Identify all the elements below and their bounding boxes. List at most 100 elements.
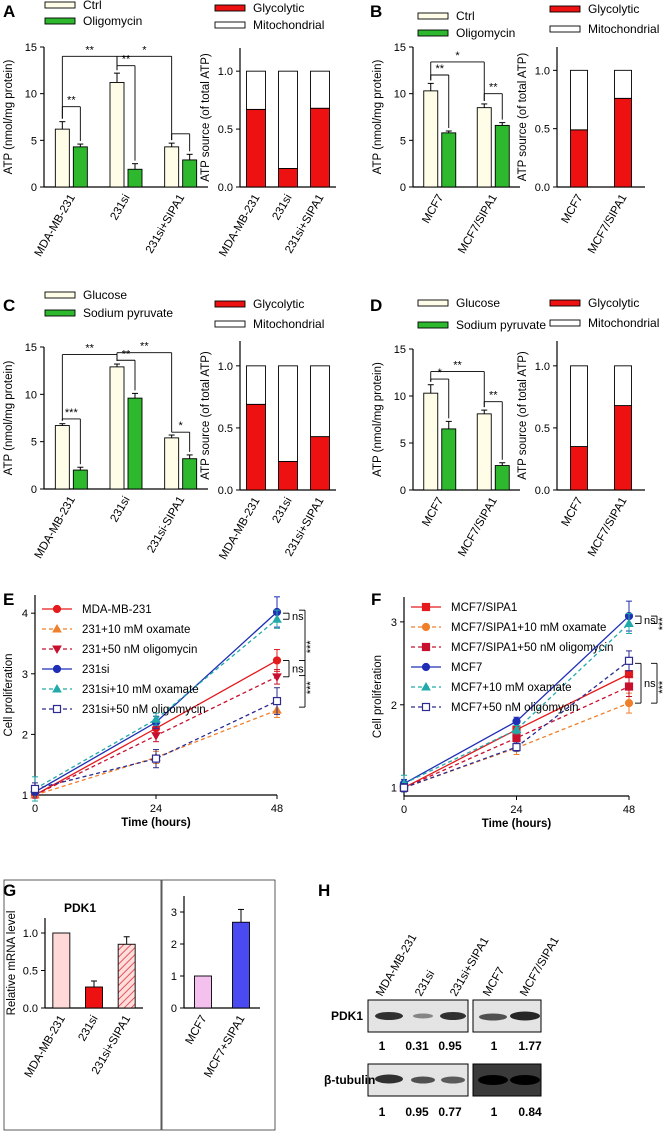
sig-label: ***	[657, 617, 669, 631]
category-label: MDA-MB-231	[23, 1014, 68, 1080]
panel-label: C	[3, 296, 15, 315]
bar-glycolytic	[310, 436, 330, 491]
series-line	[403, 623, 630, 785]
data-point	[151, 754, 161, 763]
legend-label: Sodium pyruvate	[456, 318, 546, 332]
data-point	[30, 784, 40, 794]
y-tick-label: 10	[25, 389, 37, 401]
data-point	[52, 683, 62, 693]
y-tick-label: 2	[171, 939, 177, 951]
category-label: MDA-MB-231	[33, 495, 78, 561]
band	[413, 1013, 433, 1019]
y-tick-label: 0.0	[535, 182, 550, 194]
bar	[117, 943, 136, 1009]
bar	[423, 90, 439, 188]
y-tick-label: 1.0	[535, 361, 550, 373]
category-label: MDA-MB-231	[217, 496, 262, 562]
category-label: 231si	[270, 193, 294, 223]
legend-label: Mitochondrial	[588, 316, 659, 330]
bar	[182, 458, 198, 490]
sig-label: *	[142, 44, 147, 56]
category-label: MCF7	[560, 496, 586, 529]
chart-title: PDK1	[64, 901, 96, 915]
x-tick-label: 24	[150, 803, 162, 815]
band	[478, 1075, 508, 1085]
y-tick-label: 0.5	[535, 423, 550, 435]
legend-label: MCF7/SIPA1+10 mM oxamate	[451, 622, 606, 634]
sig-label: *	[455, 50, 460, 62]
lane-label: 231si	[413, 969, 437, 999]
legend-label: Glycolytic	[588, 296, 639, 310]
panel-label: B	[370, 2, 382, 21]
legend-swatch	[214, 320, 246, 328]
sig-label: **	[489, 390, 498, 402]
bar-mitochondrial	[246, 365, 266, 405]
bar	[476, 107, 492, 188]
x-axis-label: Time (hours)	[121, 817, 191, 829]
lane-label: MCF7	[481, 965, 507, 998]
row-label: β-tubulin	[324, 1073, 375, 1087]
data-point	[512, 742, 521, 752]
y-tick-label: 1.0	[23, 928, 38, 940]
bar	[72, 146, 88, 188]
y-tick-label: 3	[391, 617, 397, 629]
band-value: 1.77	[518, 1039, 542, 1053]
bar	[109, 82, 125, 188]
panel-label: H	[318, 881, 330, 900]
legend-label: MCF7	[451, 662, 482, 674]
category-label: MCF7/SIPA1	[456, 193, 500, 256]
legend-label: MCF7/SIPA1+50 nM oligomycin	[451, 642, 613, 654]
y-tick-label: 15	[25, 342, 37, 354]
y-tick-label: 0.5	[218, 124, 233, 136]
y-tick-label: 1.0	[218, 66, 233, 78]
category-label: 231si	[108, 193, 132, 223]
y-tick-label: 0.0	[218, 485, 233, 497]
y-tick-label: 3	[22, 669, 28, 681]
legend-label: MCF7+10 mM oxamate	[451, 682, 571, 694]
bar-glycolytic	[246, 108, 266, 188]
data-point	[399, 783, 409, 792]
bar-mitochondrial	[570, 365, 588, 447]
bar	[54, 425, 70, 490]
data-point	[272, 696, 282, 706]
legend-swatch	[44, 1, 76, 9]
band	[375, 1074, 403, 1084]
legend-label: MCF7+50 nM oligomycin	[451, 702, 579, 714]
band-value: 0.95	[405, 1105, 429, 1119]
legend-label: Glycolytic	[253, 297, 304, 311]
y-tick-label: 15	[394, 42, 406, 54]
y-tick-label: 15	[25, 42, 37, 54]
y-tick-label: 1.0	[535, 65, 550, 77]
sig-label: **	[140, 341, 149, 353]
legend-label: Oligomycin	[456, 26, 515, 40]
y-tick-label: 0.0	[535, 485, 550, 497]
series-line	[403, 685, 630, 789]
x-axis-label: Time (hours)	[482, 818, 552, 830]
y-tick-label: 5	[400, 438, 406, 450]
sig-label: ns	[644, 615, 656, 627]
category-label: MDA-MB-231	[217, 193, 262, 259]
y-tick-label: 0	[400, 182, 406, 194]
sig-label: ***	[65, 407, 79, 419]
y-tick-label: 2	[391, 700, 397, 712]
sig-label: **	[122, 54, 131, 66]
data-point	[52, 645, 62, 655]
bar	[476, 413, 492, 491]
bar-mitochondrial	[310, 365, 330, 438]
panel-label: A	[3, 2, 15, 21]
legend-label: Glycolytic	[253, 1, 304, 15]
y-tick-label: 0	[171, 1003, 177, 1015]
data-point	[52, 604, 62, 614]
y-axis-label: ATP source (of total ATP)	[200, 351, 212, 480]
data-point	[272, 614, 282, 623]
bar-glycolytic	[570, 446, 588, 491]
y-tick-label: 0.5	[218, 423, 233, 435]
category-label: 231si	[76, 1014, 100, 1044]
legend-swatch	[44, 309, 76, 317]
band	[411, 1076, 435, 1084]
bar	[232, 921, 250, 1009]
legend-label: Ctrl	[83, 0, 102, 12]
legend-label: MDA-MB-231	[82, 604, 152, 616]
band-value: 1	[379, 1105, 386, 1119]
data-point	[624, 699, 634, 708]
